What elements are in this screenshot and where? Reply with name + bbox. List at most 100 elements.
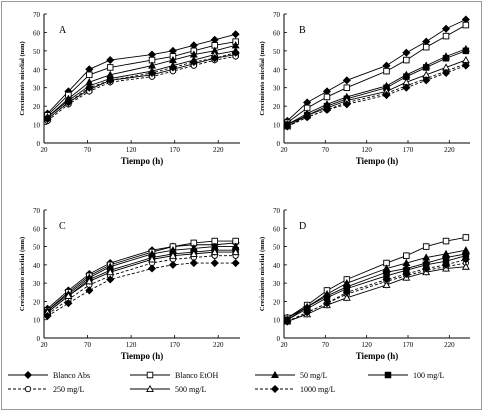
series-line <box>287 63 467 127</box>
series-line <box>47 54 236 120</box>
data-point <box>231 247 240 256</box>
y-tick-label: 20 <box>33 298 41 306</box>
data-point <box>402 48 411 57</box>
y-tick-label: 60 <box>33 29 41 37</box>
data-point <box>147 264 157 273</box>
x-tick-label: 20 <box>281 146 289 154</box>
y-tick-label: 40 <box>33 262 41 270</box>
series-line <box>47 41 236 116</box>
data-point <box>106 268 115 276</box>
series-1000-mg-l <box>283 61 470 131</box>
data-point <box>442 237 450 245</box>
legend-marker <box>270 384 280 394</box>
y-axis-title: Crecimiento micelial (mm) <box>19 41 26 115</box>
series-line <box>287 266 466 322</box>
data-point <box>147 68 157 78</box>
data-point <box>461 61 470 70</box>
y-tick-label: 30 <box>33 280 41 288</box>
data-point <box>210 247 219 256</box>
series-line <box>47 33 236 114</box>
x-axis-title: Tiempo (h) <box>356 351 399 361</box>
legend-marker <box>23 370 33 380</box>
data-point <box>64 299 73 308</box>
legend-item: Blanco EtOH <box>130 371 219 380</box>
data-point <box>85 286 94 295</box>
series-500-mg-l <box>43 247 240 316</box>
x-tick-label: 20 <box>41 341 49 349</box>
series-line <box>287 50 467 125</box>
y-tick-label: 70 <box>273 207 281 215</box>
y-tick-label: 50 <box>273 48 281 56</box>
x-axis-title: Tiempo (h) <box>121 351 164 361</box>
data-point <box>422 253 431 261</box>
data-point <box>422 264 431 273</box>
x-tick-label: 70 <box>84 146 92 154</box>
data-point <box>210 258 219 268</box>
legend-marker <box>146 384 154 393</box>
x-axis-title: Tiempo (h) <box>121 156 164 166</box>
y-axis-title: Crecimiento micelial (mm) <box>259 41 266 115</box>
data-point <box>462 47 470 55</box>
series-blanco-etoh <box>44 38 239 119</box>
x-tick-label: 220 <box>444 146 455 154</box>
panel-label: C <box>59 221 66 232</box>
data-point <box>441 260 451 269</box>
series-line <box>47 249 236 313</box>
x-tick-label: 170 <box>403 341 414 349</box>
panel-label: D <box>299 221 306 232</box>
legend-item: 500 mg/L <box>130 384 206 394</box>
y-tick-label: 30 <box>273 280 281 288</box>
x-tick-label: 170 <box>169 146 180 154</box>
data-point <box>323 93 331 101</box>
series-line <box>287 65 467 127</box>
data-point <box>382 275 391 284</box>
legend-item: 100 mg/L <box>368 371 444 380</box>
data-point <box>283 122 292 131</box>
data-point <box>403 56 410 64</box>
series-1000-mg-l <box>43 48 240 124</box>
series-line <box>47 240 236 311</box>
data-point <box>168 260 177 269</box>
data-point <box>106 56 115 65</box>
y-tick-label: 70 <box>273 11 281 19</box>
data-point <box>231 30 240 39</box>
data-point <box>342 293 351 301</box>
data-point <box>402 269 411 279</box>
legend-marker <box>146 371 154 379</box>
y-tick-label: 30 <box>33 85 41 93</box>
legend: Blanco Abs Blanco EtOH 50 mg/L 100 mg/L 250 … <box>8 370 444 394</box>
data-point <box>342 76 351 85</box>
x-tick-label: 70 <box>322 341 330 349</box>
data-point <box>86 71 93 79</box>
data-point <box>461 262 470 270</box>
legend-label: 50 mg/L <box>300 371 327 380</box>
data-point <box>85 83 94 92</box>
series-blanco-etoh <box>284 233 470 322</box>
data-point <box>64 291 73 299</box>
series-blanco-etoh <box>44 237 239 315</box>
data-point <box>322 105 332 114</box>
legend-item: 50 mg/L <box>255 370 327 380</box>
x-tick-label: 120 <box>126 146 137 154</box>
legend-label: 500 mg/L <box>175 385 206 394</box>
data-point <box>168 63 177 72</box>
data-point <box>342 100 351 109</box>
x-tick-label: 120 <box>126 341 137 349</box>
series-blanco-abs <box>283 15 470 125</box>
x-axis-title: Tiempo (h) <box>356 156 399 166</box>
series-50-mg-l <box>43 41 240 121</box>
series-line <box>47 246 236 311</box>
y-tick-label: 60 <box>33 225 41 233</box>
y-tick-label: 10 <box>33 317 41 325</box>
data-point <box>462 21 470 29</box>
x-tick-label: 170 <box>403 146 414 154</box>
series-line <box>287 59 467 127</box>
legend-label: Blanco EtOH <box>175 371 219 380</box>
y-tick-label: 10 <box>273 317 281 325</box>
data-point <box>382 264 391 272</box>
legend-label: Blanco Abs <box>53 371 90 380</box>
data-point <box>303 113 312 122</box>
chart-panel-a: 0 10 20 30 40 50 60 70 20 70 120 170 220 Tiempo (h) Cr… <box>19 11 240 166</box>
